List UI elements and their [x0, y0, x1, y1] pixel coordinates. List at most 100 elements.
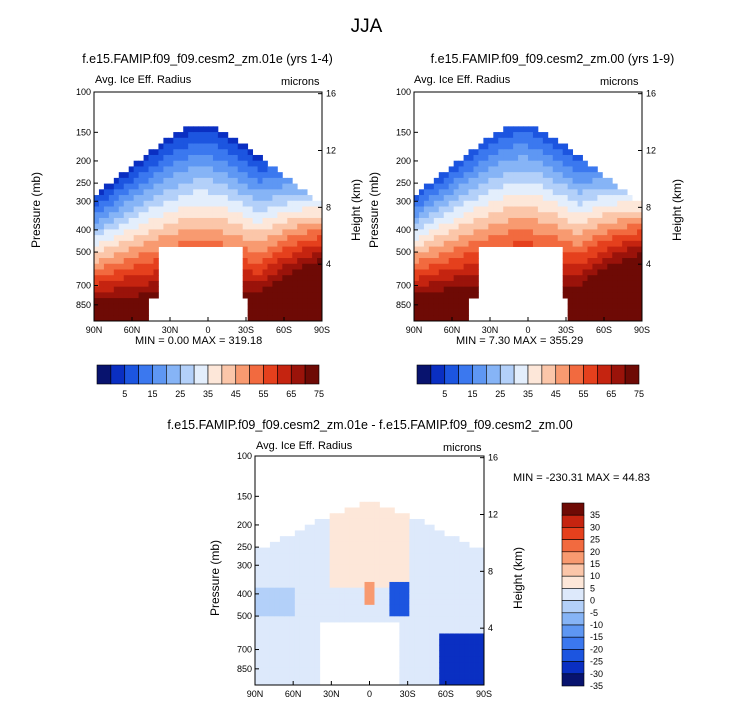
y-tick-label: 850: [76, 300, 91, 310]
heatmap-cell: [237, 143, 244, 150]
colorbar-swatch: [304, 364, 320, 385]
heatmap-cell: [359, 518, 365, 526]
heatmap-cell: [369, 593, 375, 600]
heatmap-cell: [532, 229, 539, 236]
heatmap-cell: [143, 240, 149, 247]
heatmap-cell: [424, 524, 430, 531]
heatmap-cell: [428, 280, 435, 288]
heatmap-cell: [464, 616, 470, 623]
heatmap-cell: [292, 315, 298, 322]
heatmap-cell: [247, 189, 254, 196]
heatmap-cell: [617, 263, 623, 270]
heatmap-cell: [399, 679, 405, 686]
heatmap-cell: [269, 581, 276, 589]
heatmap-cell: [255, 610, 261, 617]
heatmap-cell: [94, 309, 100, 316]
heatmap-cell: [542, 212, 549, 219]
heatmap-cell: [133, 160, 140, 167]
heatmap-cell: [433, 183, 440, 190]
heatmap-cell: [143, 166, 149, 173]
heatmap-cell: [374, 536, 380, 543]
heatmap-cell: [103, 263, 110, 270]
heatmap-cell: [448, 223, 455, 230]
heatmap-cell: [523, 189, 529, 196]
heatmap-cell: [513, 217, 519, 225]
heatmap-cell: [518, 235, 524, 242]
heatmap-cell: [267, 217, 273, 225]
heatmap-cell: [284, 559, 291, 566]
heatmap-cell: [222, 229, 229, 236]
heatmap-cell: [163, 149, 169, 156]
heatmap-cell: [439, 530, 445, 537]
heatmap-cell: [153, 212, 159, 219]
heatmap-cell: [547, 229, 554, 236]
heatmap-cell: [267, 298, 273, 305]
x-tick-label: 90N: [247, 689, 264, 699]
heatmap-cell: [329, 576, 336, 583]
heatmap-cell: [262, 269, 268, 276]
heatmap-cell: [267, 286, 273, 293]
heatmap-cell: [314, 599, 321, 606]
heatmap-cell: [198, 206, 204, 213]
heatmap-cell: [483, 229, 489, 236]
heatmap-cell: [453, 160, 460, 167]
heatmap-cell: [272, 309, 278, 316]
heatmap-cell: [277, 292, 283, 299]
heatmap-cell: [418, 217, 425, 225]
heatmap-cell: [434, 593, 440, 600]
heatmap-cell: [158, 229, 164, 236]
heatmap-cell: [314, 662, 321, 669]
heatmap-cell: [439, 622, 445, 629]
heatmap-cell: [309, 581, 316, 589]
heatmap-cell: [168, 195, 174, 202]
heatmap-cell: [428, 183, 435, 190]
heatmap-cell: [279, 673, 286, 680]
heatmap-cell: [374, 541, 380, 549]
y-tick-label: 100: [76, 87, 91, 97]
heatmap-cell: [163, 229, 169, 236]
heatmap-cell: [178, 189, 184, 196]
heatmap-cell: [257, 223, 263, 230]
heatmap-cell: [488, 137, 494, 144]
x-tick-label: 0: [205, 325, 210, 335]
heatmap-cell: [622, 280, 628, 288]
heatmap-cell: [143, 217, 149, 225]
heatmap-cell: [287, 235, 293, 242]
colorbar-label: 55: [578, 389, 588, 399]
heatmap-cell: [349, 587, 355, 594]
heatmap-cell: [567, 246, 574, 253]
heatmap-cell: [294, 622, 301, 629]
heatmap-cell: [113, 275, 120, 282]
heatmap-cell: [94, 223, 100, 230]
heatmap-cell: [459, 564, 465, 571]
heatmap-cell: [637, 240, 643, 247]
heatmap-cell: [334, 599, 341, 606]
heatmap-cell: [98, 217, 105, 225]
heatmap-cell: [113, 309, 120, 316]
heatmap-cell: [297, 286, 303, 293]
heatmap-cell: [418, 229, 425, 236]
heatmap-cell: [404, 679, 410, 686]
heatmap-cell: [138, 275, 144, 282]
heatmap-cell: [252, 195, 258, 202]
heatmap-cell: [582, 206, 588, 213]
heatmap-cell: [255, 564, 261, 571]
heatmap-cell: [287, 258, 293, 265]
heatmap-cell: [454, 547, 460, 554]
heatmap-cell: [317, 229, 323, 236]
colorbar-swatch: [152, 364, 167, 385]
heatmap-cell: [523, 212, 529, 219]
heatmap-cell: [399, 639, 405, 646]
heatmap-cell: [582, 275, 588, 282]
heatmap-cell: [454, 541, 460, 549]
heatmap-cell: [602, 258, 608, 265]
heatmap-cell: [617, 195, 623, 202]
heatmap-cell: [498, 160, 504, 167]
heatmap-cell: [443, 252, 450, 259]
heatmap-cell: [528, 235, 534, 242]
heatmap-cell: [262, 172, 268, 179]
heatmap-cell: [158, 183, 164, 190]
heatmap-cell: [433, 292, 440, 299]
heatmap-cell: [317, 298, 323, 305]
heatmap-cell: [98, 269, 105, 276]
